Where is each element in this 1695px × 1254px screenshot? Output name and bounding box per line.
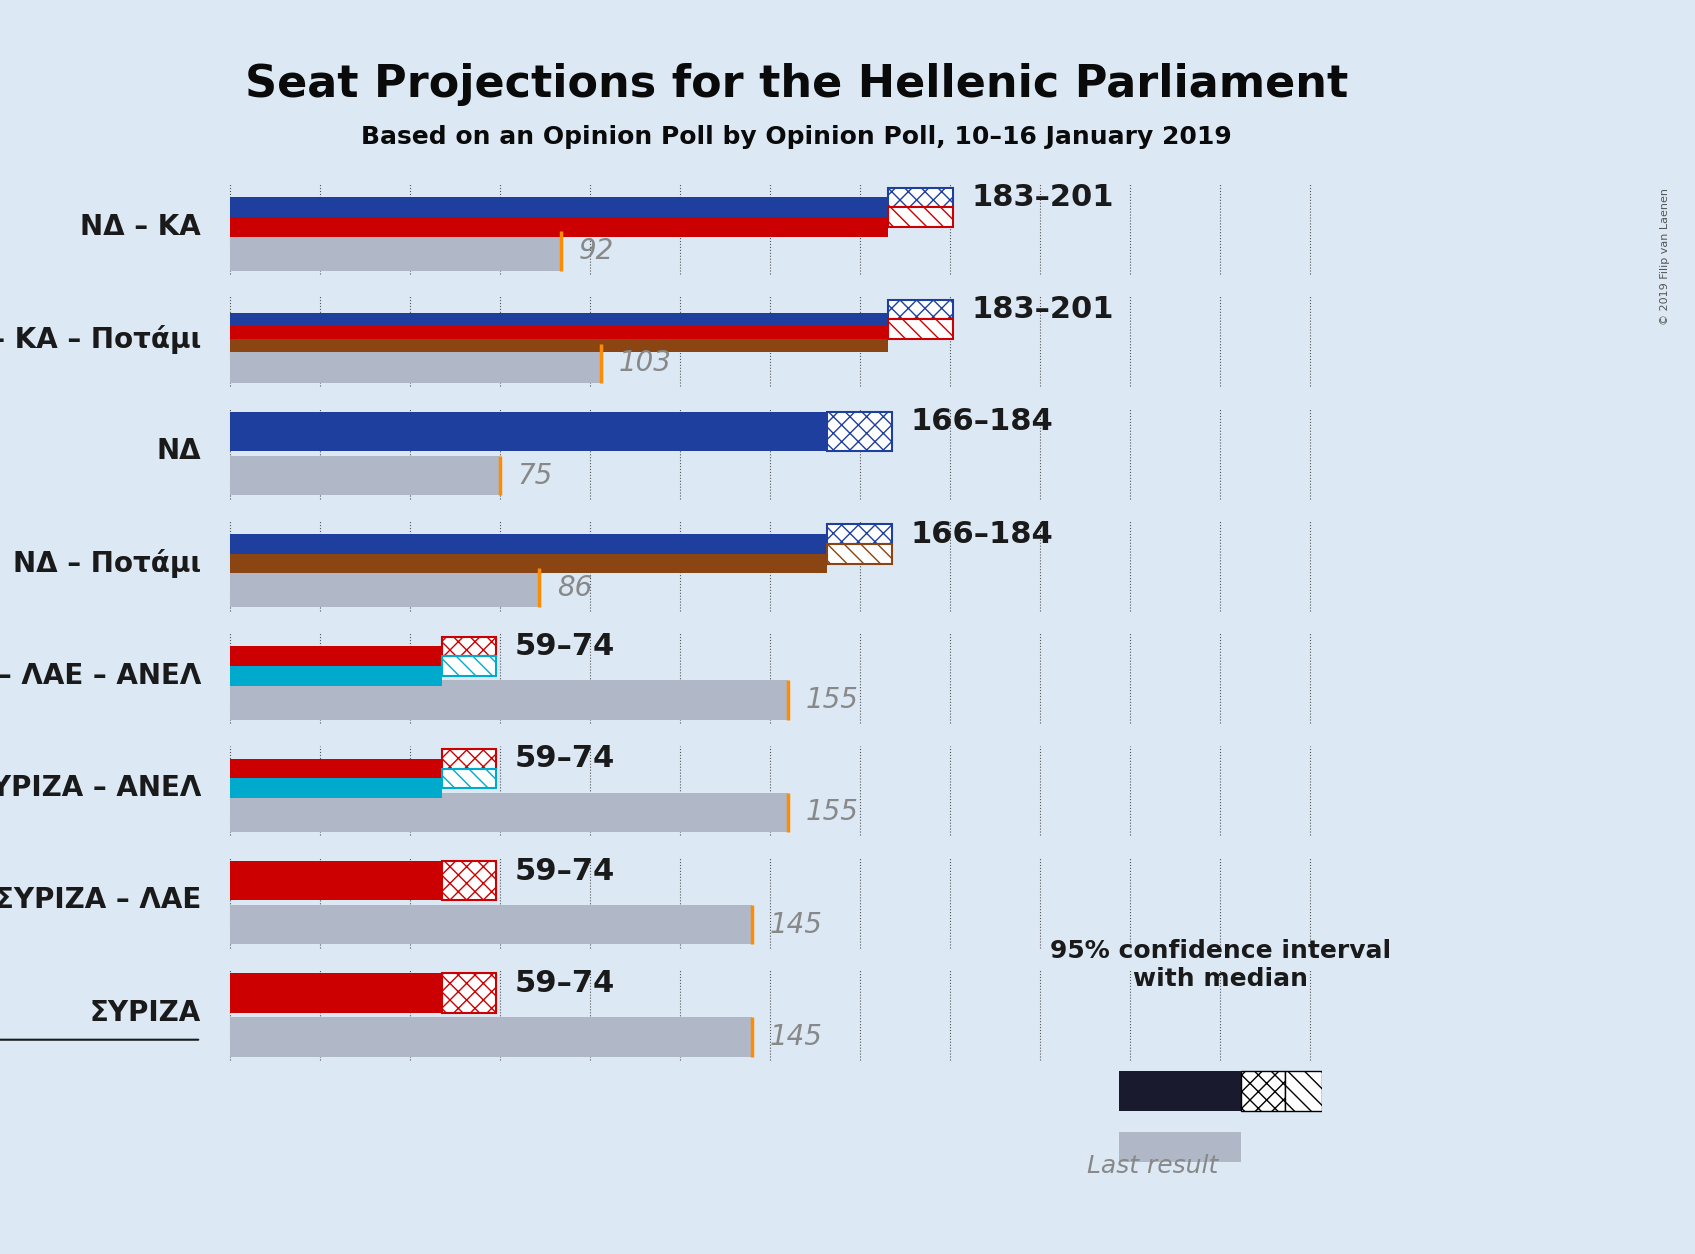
Text: NΔ – KΑ – Ποτάμι: NΔ – KΑ – Ποτάμι: [0, 325, 202, 354]
Text: 86: 86: [558, 574, 593, 602]
Text: Based on an Opinion Poll by Opinion Poll, 10–16 January 2019: Based on an Opinion Poll by Opinion Poll…: [361, 125, 1232, 149]
Bar: [231, 681, 788, 720]
Bar: [231, 231, 561, 271]
Text: ΣΥΡΙΖΑ – ΛΑΕ: ΣΥΡΙΖΑ – ΛΑΕ: [0, 887, 202, 914]
Text: ΣΥΡΙΖΑ – ΑΝΕΛ: ΣΥΡΙΖΑ – ΑΝΕΛ: [0, 774, 202, 803]
Bar: [231, 314, 888, 326]
FancyBboxPatch shape: [827, 524, 892, 544]
Bar: [231, 779, 442, 798]
Bar: [231, 326, 888, 339]
Text: 75: 75: [517, 461, 553, 489]
Bar: [231, 905, 751, 944]
Text: 95% confidence interval
with median: 95% confidence interval with median: [1049, 939, 1392, 991]
FancyBboxPatch shape: [1285, 1071, 1322, 1111]
Text: NΔ – KΑ: NΔ – KΑ: [80, 213, 202, 241]
Bar: [231, 413, 827, 451]
Bar: [231, 666, 442, 686]
FancyBboxPatch shape: [827, 544, 892, 563]
FancyBboxPatch shape: [442, 861, 497, 900]
Text: ΣΥΡΙΖΑ: ΣΥΡΙΖΑ: [90, 998, 202, 1027]
FancyBboxPatch shape: [442, 656, 497, 676]
Text: 145: 145: [770, 910, 822, 939]
Bar: [231, 759, 442, 779]
Text: NΔ: NΔ: [156, 438, 202, 465]
Text: Last result: Last result: [1086, 1154, 1219, 1178]
Text: 59–74: 59–74: [514, 969, 615, 998]
Bar: [231, 456, 500, 495]
Text: 59–74: 59–74: [514, 744, 615, 774]
FancyBboxPatch shape: [442, 769, 497, 789]
Text: 59–74: 59–74: [514, 632, 615, 661]
Text: © 2019 Filip van Laenen: © 2019 Filip van Laenen: [1659, 188, 1670, 325]
Text: ΣΥΡΙΖΑ – ΛΑΕ – ΑΝΕΛ: ΣΥΡΙΖΑ – ΛΑΕ – ΑΝΕΛ: [0, 662, 202, 690]
Bar: [231, 1017, 751, 1057]
FancyBboxPatch shape: [827, 413, 892, 451]
FancyBboxPatch shape: [888, 320, 953, 339]
Bar: [231, 534, 827, 554]
Text: 183–201: 183–201: [971, 295, 1114, 324]
Text: 155: 155: [805, 686, 859, 714]
Bar: [231, 339, 888, 352]
Text: 155: 155: [805, 799, 859, 826]
Text: 166–184: 166–184: [910, 519, 1053, 549]
Text: NΔ – Ποτάμι: NΔ – Ποτάμι: [14, 549, 202, 578]
FancyBboxPatch shape: [888, 300, 953, 320]
FancyBboxPatch shape: [888, 188, 953, 207]
Bar: [1119, 1132, 1241, 1162]
Bar: [231, 973, 442, 1013]
Text: 92: 92: [580, 237, 614, 265]
Bar: [231, 793, 788, 831]
FancyBboxPatch shape: [442, 637, 497, 656]
Bar: [231, 197, 888, 217]
Bar: [231, 861, 442, 900]
Bar: [231, 217, 888, 237]
FancyBboxPatch shape: [888, 207, 953, 227]
FancyBboxPatch shape: [442, 749, 497, 769]
Text: 183–201: 183–201: [971, 183, 1114, 212]
Bar: [231, 568, 539, 607]
Text: 103: 103: [619, 350, 671, 377]
Bar: [231, 554, 827, 573]
Bar: [231, 344, 600, 382]
Text: 166–184: 166–184: [910, 408, 1053, 436]
Text: Seat Projections for the Hellenic Parliament: Seat Projections for the Hellenic Parlia…: [246, 63, 1348, 105]
Bar: [1119, 1071, 1241, 1111]
Text: 145: 145: [770, 1023, 822, 1051]
Bar: [231, 647, 442, 666]
FancyBboxPatch shape: [442, 973, 497, 1013]
FancyBboxPatch shape: [1241, 1071, 1285, 1111]
Text: 59–74: 59–74: [514, 856, 615, 885]
